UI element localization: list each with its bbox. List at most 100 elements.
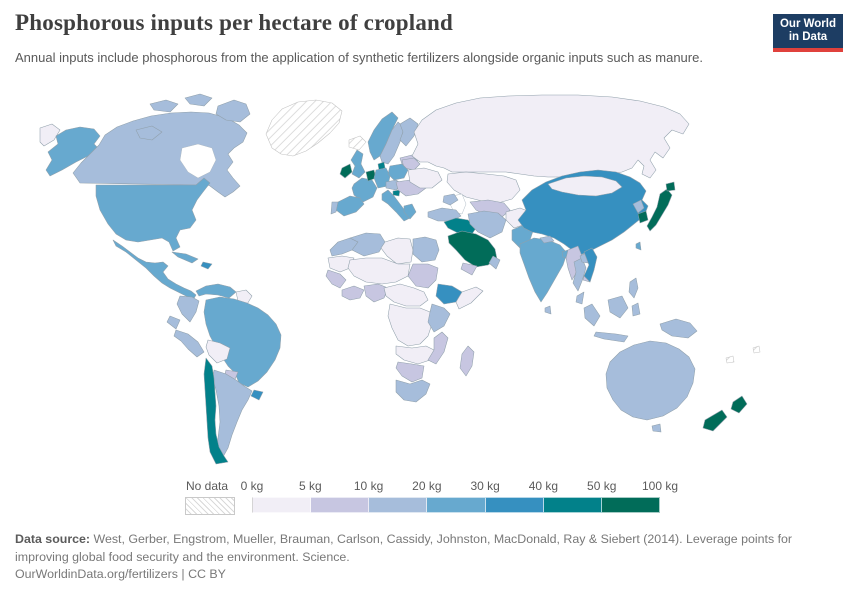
legend-color-bar: [252, 497, 660, 513]
country-namibia[interactable]: [395, 361, 425, 383]
country-portugal[interactable]: [330, 201, 339, 215]
country-russia[interactable]: [411, 94, 690, 179]
country-nigeria[interactable]: [363, 283, 389, 303]
country-greenland[interactable]: [265, 99, 343, 157]
country-java[interactable]: [593, 331, 629, 343]
legend-swatch[interactable]: [252, 497, 312, 513]
country-algeria[interactable]: [349, 232, 386, 257]
country-ukraine[interactable]: [407, 167, 443, 189]
country-australia[interactable]: [605, 340, 696, 421]
country-china[interactable]: [517, 169, 649, 256]
owid-url-link[interactable]: OurWorldinData.org/fertilizers: [15, 567, 178, 581]
country-oman[interactable]: [488, 255, 501, 270]
no-data-swatch[interactable]: [185, 497, 235, 515]
country-morocco[interactable]: [329, 237, 359, 257]
country-somalia[interactable]: [455, 286, 484, 310]
legend-swatch[interactable]: [427, 497, 486, 513]
country-senegal[interactable]: [325, 269, 347, 289]
country-iceland[interactable]: [348, 135, 367, 151]
country-mongolia[interactable]: [547, 175, 623, 197]
country-egypt[interactable]: [412, 236, 440, 263]
country-nz-north[interactable]: [730, 395, 748, 414]
country-pacific-1[interactable]: [725, 355, 735, 364]
country-sri-lanka[interactable]: [544, 305, 552, 315]
legend-tick: 10 kg: [353, 479, 384, 493]
country-canada[interactable]: [72, 111, 248, 198]
country-uk[interactable]: [350, 149, 366, 179]
country-arctic-island-2[interactable]: [184, 93, 213, 107]
country-dr-congo[interactable]: [387, 303, 433, 347]
country-greece[interactable]: [403, 203, 417, 220]
country-norway[interactable]: [367, 111, 399, 161]
country-kenya[interactable]: [427, 303, 451, 333]
country-new-guinea[interactable]: [659, 318, 698, 339]
country-poland[interactable]: [387, 163, 409, 181]
country-libya[interactable]: [380, 237, 414, 265]
legend-swatch[interactable]: [311, 497, 370, 513]
world-map: [0, 88, 850, 480]
country-sudan[interactable]: [407, 263, 439, 289]
country-argentina[interactable]: [212, 369, 253, 458]
country-pacific-2[interactable]: [752, 345, 761, 354]
country-finland[interactable]: [399, 117, 419, 147]
country-uruguay[interactable]: [250, 389, 264, 401]
chart-subtitle: Annual inputs include phosphorous from t…: [15, 50, 703, 65]
country-madagascar[interactable]: [459, 345, 475, 377]
country-taiwan[interactable]: [635, 241, 642, 251]
country-victoria-island[interactable]: [135, 125, 163, 141]
source-note: Data source: West, Gerber, Engstrom, Mue…: [15, 531, 840, 567]
legend-swatch[interactable]: [601, 497, 660, 513]
country-nz-south[interactable]: [702, 409, 728, 432]
country-spain[interactable]: [335, 195, 365, 217]
legend-swatch[interactable]: [543, 497, 602, 513]
country-angola[interactable]: [395, 345, 435, 365]
country-chile[interactable]: [203, 357, 229, 465]
country-yemen[interactable]: [460, 262, 478, 276]
country-mozambique[interactable]: [427, 331, 449, 365]
country-nepal[interactable]: [539, 235, 555, 244]
country-tasmania[interactable]: [651, 423, 662, 433]
country-kazakhstan[interactable]: [446, 171, 521, 204]
country-central-africa[interactable]: [383, 283, 429, 307]
country-india[interactable]: [519, 237, 568, 303]
country-ecuador[interactable]: [166, 315, 181, 330]
country-borneo[interactable]: [607, 295, 629, 319]
country-venezuela[interactable]: [195, 283, 237, 299]
country-iran[interactable]: [467, 210, 507, 239]
country-hispaniola[interactable]: [200, 261, 213, 270]
country-ghana[interactable]: [341, 285, 365, 301]
country-mexico[interactable]: [112, 239, 197, 301]
country-colombia[interactable]: [176, 295, 200, 323]
legend-swatch[interactable]: [369, 497, 428, 513]
country-arctic-island-1[interactable]: [149, 99, 179, 113]
legend-swatch[interactable]: [485, 497, 544, 513]
country-bolivia[interactable]: [205, 339, 231, 364]
country-philippines[interactable]: [628, 277, 639, 299]
country-north-korea[interactable]: [632, 199, 645, 214]
license-badge: CC BY: [188, 567, 226, 581]
country-peru[interactable]: [173, 329, 205, 358]
country-chukotka[interactable]: [39, 123, 61, 147]
country-ireland[interactable]: [339, 163, 353, 179]
country-japan[interactable]: [646, 188, 673, 232]
country-baffin-island[interactable]: [215, 99, 251, 123]
country-malaysia[interactable]: [575, 291, 585, 305]
owid-logo[interactable]: Our World in Data: [773, 14, 843, 52]
country-hokkaido[interactable]: [665, 181, 676, 192]
country-sulawesi[interactable]: [631, 302, 641, 317]
country-south-africa[interactable]: [395, 379, 431, 403]
country-cuba[interactable]: [171, 251, 199, 264]
country-sahel[interactable]: [347, 257, 411, 285]
country-france[interactable]: [351, 177, 378, 203]
legend-tick: 0 kg: [240, 479, 264, 493]
country-south-korea[interactable]: [637, 210, 649, 224]
country-caucasus[interactable]: [442, 193, 459, 206]
country-slovenia[interactable]: [392, 189, 401, 197]
country-vietnam[interactable]: [583, 247, 598, 283]
country-usa[interactable]: [95, 177, 211, 252]
footer-separator: |: [177, 567, 189, 581]
hudson-bay: [179, 143, 217, 179]
country-sumatra[interactable]: [583, 303, 601, 327]
world-map-svg: [39, 93, 761, 465]
